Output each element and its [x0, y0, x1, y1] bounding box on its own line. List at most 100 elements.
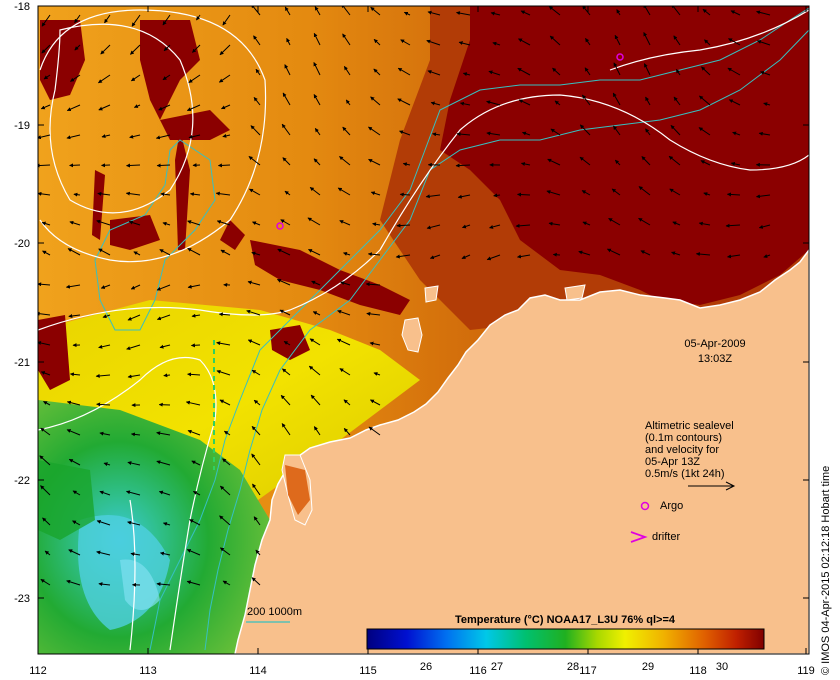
velocity-arrow	[308, 365, 321, 376]
velocity-arrow	[670, 125, 681, 136]
velocity-arrow	[340, 281, 351, 286]
velocity-arrow	[343, 65, 351, 76]
velocity-arrow	[345, 99, 351, 106]
velocity-arrow	[69, 372, 81, 377]
velocity-arrow	[38, 341, 51, 346]
velocity-arrow	[253, 399, 261, 406]
velocity-arrow	[216, 369, 231, 376]
velocity-arrow	[489, 224, 501, 229]
velocity-arrow	[756, 40, 771, 46]
velocity-arrow	[156, 163, 171, 168]
velocity-arrow	[159, 344, 171, 349]
velocity-arrow	[458, 41, 471, 46]
velocity-arrow	[613, 62, 621, 76]
velocity-arrow	[38, 134, 51, 140]
argo-float-marker	[276, 222, 284, 230]
velocity-arrow	[99, 431, 111, 436]
velocity-arrow	[191, 460, 201, 466]
velocity-legend: Altimetric sealevel (0.1m contours) and …	[630, 420, 736, 543]
velocity-arrow	[606, 248, 621, 256]
velocity-arrow	[246, 309, 261, 316]
velocity-arrow	[552, 67, 561, 76]
velocity-arrow	[66, 104, 81, 112]
velocity-arrow	[162, 221, 171, 226]
velocity-arrow	[192, 490, 201, 496]
velocity-arrow	[426, 224, 441, 230]
velocity-arrow	[520, 162, 531, 166]
velocity-arrow	[102, 314, 111, 319]
velocity-arrow	[671, 6, 681, 16]
velocity-arrow	[74, 14, 81, 24]
velocity-arrow	[251, 369, 261, 376]
velocity-arrow	[281, 123, 291, 136]
time-label: 13:03Z	[698, 353, 733, 365]
velocity-arrow	[455, 163, 471, 168]
sst-field	[38, 6, 809, 654]
velocity-arrow	[96, 550, 111, 556]
velocity-arrow	[125, 490, 141, 496]
velocity-arrow	[614, 34, 621, 46]
velocity-arrow	[130, 284, 141, 290]
velocity-arrow	[370, 96, 381, 106]
velocity-arrow	[309, 338, 321, 346]
velocity-arrow	[251, 251, 261, 256]
velocity-arrow	[282, 368, 291, 376]
velocity-arrow	[758, 224, 771, 229]
velocity-arrow	[156, 314, 171, 321]
velocity-arrow	[612, 92, 621, 106]
velocity-arrow	[429, 254, 441, 260]
velocity-arrow	[215, 191, 231, 196]
velocity-arrows	[38, 6, 771, 587]
velocity-arrow	[336, 338, 351, 346]
lon-tick-label: 117	[579, 665, 597, 677]
velocity-arrow	[313, 62, 321, 76]
velocity-arrow	[96, 402, 111, 407]
velocity-arrow	[367, 252, 381, 257]
velocity-arrow	[40, 485, 51, 496]
velocity-arrow	[251, 577, 261, 586]
colorbar-tick: 30	[716, 661, 728, 673]
velocity-arrow	[614, 159, 621, 166]
velocity-arrow	[192, 44, 201, 53]
velocity-arrow	[403, 11, 411, 16]
velocity-arrow	[546, 190, 561, 196]
velocity-arrow	[518, 99, 531, 106]
velocity-arrow	[457, 194, 471, 199]
velocity-arrow	[156, 284, 171, 291]
velocity-arrow	[425, 194, 441, 199]
velocity-arrow	[284, 64, 291, 76]
velocity-arrow	[282, 92, 291, 106]
velocity-arrow	[397, 98, 411, 106]
velocity-arrow	[133, 251, 141, 256]
velocity-arrow	[162, 522, 171, 526]
velocity-arrow	[103, 462, 111, 467]
velocity-arrow	[72, 490, 81, 496]
velocity-arrow	[548, 6, 561, 16]
velocity-arrow	[189, 192, 201, 197]
drifter-legend-icon	[630, 531, 648, 543]
velocity-arrow	[313, 426, 321, 436]
velocity-arrow	[126, 344, 141, 351]
velocity-arrow	[522, 131, 531, 136]
velocity-arrow	[397, 67, 411, 76]
velocity-arrow	[190, 343, 201, 348]
velocity-arrow	[672, 221, 681, 226]
velocity-arrow	[516, 254, 531, 259]
velocity-arrow	[130, 44, 141, 55]
velocity-arrow	[69, 163, 81, 168]
isobath-contours	[94, 7, 809, 651]
velocity-arrow	[341, 6, 351, 16]
velocity-arrow	[701, 66, 711, 76]
velocity-arrow	[314, 128, 321, 136]
velocity-arrow	[253, 516, 261, 526]
velocity-arrow	[698, 221, 711, 226]
velocity-arrow	[310, 394, 321, 406]
drifter-legend-label: drifter	[652, 531, 680, 543]
velocity-arrow	[671, 251, 681, 256]
lon-tick-label: 118	[689, 665, 707, 677]
velocity-arrow	[643, 63, 651, 76]
velocity-arrow	[72, 520, 81, 526]
velocity-arrow	[251, 426, 261, 436]
velocity-arrow	[98, 248, 111, 256]
